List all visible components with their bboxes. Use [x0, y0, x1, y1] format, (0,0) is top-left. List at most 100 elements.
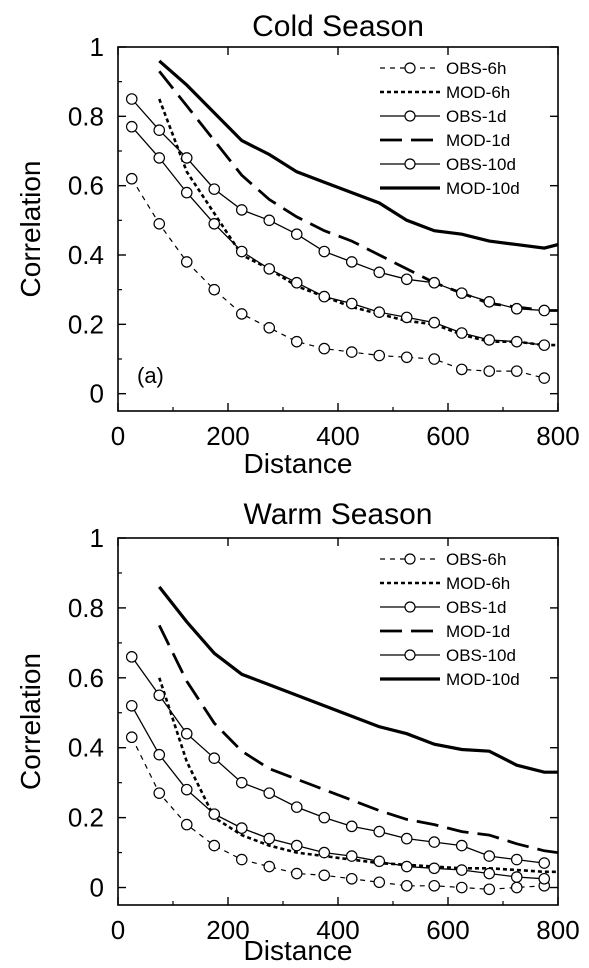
- data-point-obs-6h: [235, 308, 248, 320]
- data-point-obs-6h: [153, 787, 166, 799]
- series-line-mod-1d: [158, 624, 558, 854]
- data-point-obs-6h: [345, 872, 358, 885]
- x-tick-label: 800: [536, 421, 579, 451]
- data-point-obs-10d: [290, 228, 303, 240]
- data-point-obs-10d: [125, 93, 138, 105]
- data-point-obs-6h: [263, 321, 276, 334]
- data-point-obs-10d: [235, 776, 248, 789]
- data-point-obs-1d: [455, 327, 468, 339]
- data-point-obs-10d: [455, 839, 468, 852]
- legend-label: OBS-6h: [446, 59, 506, 78]
- data-point-obs-1d: [400, 311, 413, 324]
- data-point-obs-1d: [455, 864, 468, 876]
- legend: OBS-6h MOD-6h OBS-1d MOD-1d OBS-10d MOD-10d: [380, 59, 520, 198]
- legend-marker: [404, 649, 416, 661]
- x-tick-label: 400: [316, 421, 359, 451]
- data-point-obs-6h: [345, 346, 358, 358]
- data-point-obs-10d: [180, 727, 193, 740]
- data-point-obs-10d: [235, 204, 248, 216]
- data-point-obs-10d: [208, 183, 221, 195]
- x-tick-label: 400: [316, 915, 359, 945]
- data-point-obs-6h: [263, 860, 276, 873]
- y-tick-label: 0.4: [68, 733, 104, 763]
- data-point-obs-6h: [510, 365, 523, 377]
- data-point-obs-1d: [345, 850, 358, 862]
- data-point-obs-6h: [510, 881, 523, 894]
- data-point-obs-10d: [373, 266, 386, 279]
- y-tick-label: 0: [90, 379, 104, 409]
- x-tick-label: 0: [111, 915, 125, 945]
- data-point-obs-1d: [538, 872, 551, 885]
- data-point-obs-6h: [483, 365, 496, 377]
- data-point-obs-6h: [235, 853, 248, 866]
- legend-label: MOD-1d: [446, 131, 510, 150]
- y-tick-label: 0.4: [68, 240, 104, 270]
- y-tick-label: 0.8: [68, 101, 104, 131]
- series-line-mod-1d: [158, 70, 558, 312]
- legend-marker: [404, 62, 416, 74]
- y-axis-title: Correlation: [15, 653, 46, 790]
- series-line-mod-6h: [158, 677, 558, 874]
- data-point-obs-6h: [373, 876, 386, 889]
- legend-marker: [404, 601, 416, 613]
- series-line-obs-6h: [131, 178, 545, 379]
- data-point-obs-6h: [400, 351, 413, 364]
- chart-panel-1: Cold Season 0 200 400 600 800 0 0.2 0.4 0.6 0.8 1 Di…: [15, 10, 580, 479]
- data-point-obs-1d: [373, 306, 386, 318]
- legend-label: OBS-1d: [446, 107, 506, 126]
- data-point-obs-10d: [538, 304, 551, 317]
- data-point-obs-6h: [428, 353, 441, 365]
- data-point-obs-1d: [345, 297, 358, 310]
- data-point-obs-1d: [483, 867, 496, 880]
- data-point-obs-6h: [208, 839, 221, 852]
- panel-label: (a): [137, 363, 164, 388]
- data-point-obs-10d: [428, 836, 441, 848]
- series-line-mod-10d: [158, 59, 558, 250]
- data-point-obs-10d: [400, 273, 413, 286]
- legend-label: OBS-6h: [446, 550, 506, 569]
- x-axis-title: Distance: [244, 448, 353, 479]
- data-point-obs-1d: [235, 245, 248, 258]
- data-point-obs-6h: [180, 256, 193, 268]
- data-point-obs-10d: [483, 295, 496, 308]
- data-point-obs-1d: [428, 316, 441, 329]
- data-point-obs-6h: [125, 172, 138, 185]
- data-point-obs-10d: [318, 245, 331, 258]
- series-group: [125, 59, 558, 384]
- y-tick-label: 0.2: [68, 803, 104, 833]
- legend-label: MOD-6h: [446, 574, 510, 593]
- legend-label: MOD-6h: [446, 83, 510, 102]
- data-point-obs-1d: [125, 699, 138, 712]
- x-tick-label: 600: [426, 915, 469, 945]
- legend-label: MOD-1d: [446, 622, 510, 641]
- data-point-obs-10d: [263, 214, 276, 227]
- data-point-obs-10d: [455, 287, 468, 299]
- y-axis-title: Correlation: [15, 161, 46, 298]
- data-point-obs-1d: [208, 808, 221, 820]
- series-line-obs-10d: [131, 656, 545, 864]
- data-point-obs-1d: [400, 860, 413, 873]
- series-line-obs-1d: [131, 126, 545, 346]
- chart-title: Cold Season: [252, 10, 424, 43]
- data-point-obs-6h: [538, 372, 551, 384]
- legend-marker: [404, 110, 416, 122]
- legend-label: MOD-10d: [446, 179, 520, 198]
- data-point-obs-10d: [290, 801, 303, 813]
- data-point-obs-10d: [400, 832, 413, 845]
- data-point-obs-10d: [125, 651, 138, 663]
- data-point-obs-10d: [428, 276, 441, 289]
- data-point-obs-1d: [290, 276, 303, 289]
- data-point-obs-6h: [318, 342, 331, 355]
- data-point-obs-10d: [208, 752, 221, 764]
- legend-label: OBS-1d: [446, 598, 506, 617]
- x-tick-label: 200: [206, 915, 249, 945]
- data-point-obs-1d: [290, 839, 303, 852]
- y-tick-label: 1: [90, 32, 104, 62]
- series-line-obs-6h: [131, 736, 545, 890]
- y-tick-label: 1: [90, 523, 104, 553]
- legend-label: OBS-10d: [446, 155, 516, 174]
- y-tick-label: 0: [90, 873, 104, 903]
- data-point-obs-1d: [318, 846, 331, 859]
- data-point-obs-1d: [263, 263, 276, 275]
